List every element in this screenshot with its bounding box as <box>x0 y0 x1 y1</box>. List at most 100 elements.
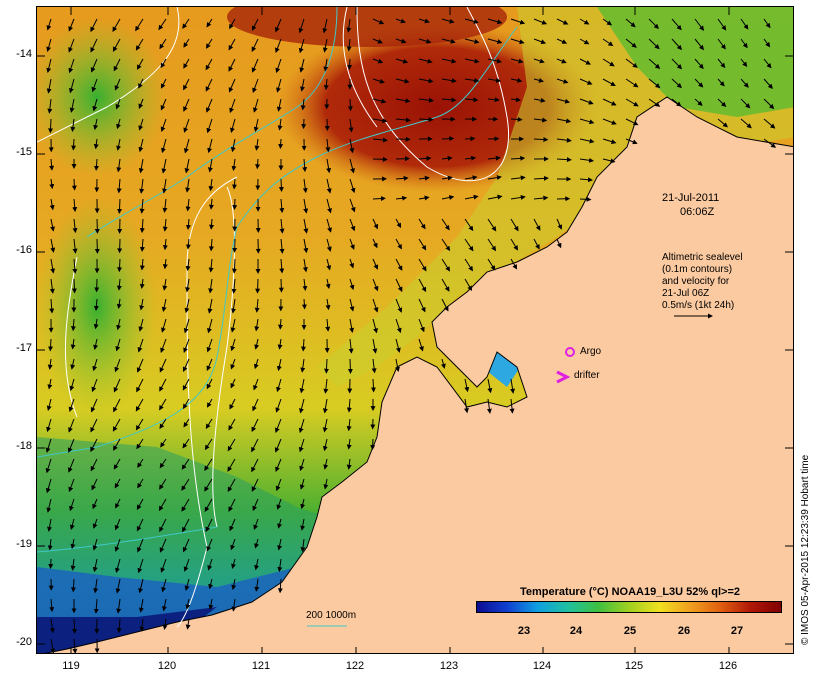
velocity-arrow <box>47 98 53 114</box>
velocity-arrow <box>206 18 213 28</box>
velocity-arrow <box>276 358 282 372</box>
velocity-arrow <box>533 18 548 25</box>
lat-label-17: -17 <box>16 342 32 354</box>
velocity-arrow <box>372 278 379 292</box>
velocity-arrow <box>275 58 282 74</box>
velocity-arrow <box>487 378 493 394</box>
velocity-arrow <box>300 498 306 510</box>
velocity-arrow <box>230 138 236 153</box>
velocity-arrow <box>161 578 167 593</box>
velocity-arrow <box>136 518 144 532</box>
velocity-arrow <box>139 238 145 252</box>
velocity-arrow <box>510 218 519 232</box>
velocity-arrow <box>68 478 75 493</box>
velocity-arrow <box>93 138 99 150</box>
velocity-arrow <box>510 58 524 64</box>
velocity-arrow <box>47 518 52 532</box>
velocity-arrow <box>740 38 748 49</box>
colorbar-title: Temperature (°C) NOAA19_L3U 52% ql>=2 <box>520 586 740 598</box>
velocity-arrow <box>395 38 407 44</box>
velocity-arrow <box>114 358 121 373</box>
velocity-arrow <box>182 398 190 410</box>
velocity-arrow <box>253 358 259 370</box>
velocity-arrow <box>232 198 238 211</box>
velocity-arrow <box>46 78 52 94</box>
velocity-arrow <box>556 118 572 124</box>
velocity-arrow <box>371 358 377 374</box>
velocity-arrow <box>204 478 213 492</box>
velocity-arrow <box>326 178 332 194</box>
velocity-arrow <box>114 478 121 489</box>
velocity-arrow <box>183 118 190 133</box>
velocity-arrow <box>510 378 516 394</box>
velocity-arrow <box>251 478 259 492</box>
velocity-arrow <box>487 97 500 103</box>
velocity-arrow <box>115 98 121 110</box>
velocity-arrow <box>418 218 426 230</box>
velocity-arrow <box>251 418 259 433</box>
velocity-arrow <box>158 498 167 512</box>
velocity-arrow <box>464 136 476 142</box>
warm-top <box>227 7 507 47</box>
velocity-arrow <box>49 618 55 634</box>
velocity-arrow <box>183 558 190 572</box>
velocity-arrow <box>230 318 236 333</box>
velocity-arrow <box>625 38 637 48</box>
velocity-arrow <box>326 198 332 214</box>
velocity-arrow <box>159 478 167 490</box>
velocity-arrow <box>464 155 477 161</box>
velocity-arrow <box>717 118 728 128</box>
velocity-arrow <box>556 238 562 249</box>
velocity-arrow <box>325 138 331 153</box>
velocity-arrow <box>208 598 214 610</box>
velocity-arrow <box>395 338 401 353</box>
velocity-arrow <box>49 158 55 171</box>
velocity-arrow <box>464 77 480 83</box>
velocity-arrow <box>579 118 595 125</box>
velocity-arrow <box>116 618 122 634</box>
velocity-arrow <box>207 158 213 173</box>
velocity-arrow <box>254 338 260 350</box>
velocity-arrow <box>694 18 705 31</box>
velocity-arrow <box>139 618 145 632</box>
velocity-arrow <box>228 58 236 72</box>
velocity-arrow <box>231 158 237 172</box>
velocity-arrow <box>510 77 523 83</box>
velocity-arrow <box>253 118 259 133</box>
velocity-arrow <box>510 97 521 103</box>
velocity-arrow <box>556 98 571 104</box>
velocity-arrow <box>207 138 213 154</box>
velocity-arrow <box>349 218 356 232</box>
velocity-arrow <box>602 78 616 87</box>
velocity-arrow <box>395 218 402 229</box>
velocity-arrow <box>160 118 167 133</box>
velocity-arrow <box>487 194 503 200</box>
velocity-arrow <box>114 78 121 91</box>
velocity-arrow <box>46 398 52 411</box>
velocity-arrow <box>464 175 478 181</box>
velocity-arrow <box>116 118 121 130</box>
velocity-arrow <box>92 358 98 372</box>
velocity-arrow <box>112 18 121 32</box>
velocity-arrow <box>115 498 121 509</box>
velocity-arrow <box>93 338 99 350</box>
velocity-arrow <box>370 438 376 451</box>
velocity-arrow <box>135 418 144 431</box>
velocity-arrow <box>90 458 98 472</box>
velocity-arrow <box>181 498 190 512</box>
colorbar-tick-26: 26 <box>677 625 691 637</box>
velocity-arrow <box>418 195 430 201</box>
velocity-arrow <box>418 298 426 313</box>
velocity-arrow <box>183 58 190 69</box>
velocity-arrow <box>579 177 593 183</box>
velocity-arrow <box>92 498 98 510</box>
velocity-arrow <box>279 258 285 274</box>
lon-label-121: 121 <box>251 660 271 672</box>
velocity-arrow <box>135 398 144 412</box>
velocity-arrow <box>208 198 214 210</box>
velocity-arrow <box>90 398 98 413</box>
velocity-arrow <box>372 298 379 313</box>
velocity-arrow <box>231 578 237 591</box>
velocity-arrow <box>93 578 99 594</box>
velocity-arrow <box>70 358 76 370</box>
